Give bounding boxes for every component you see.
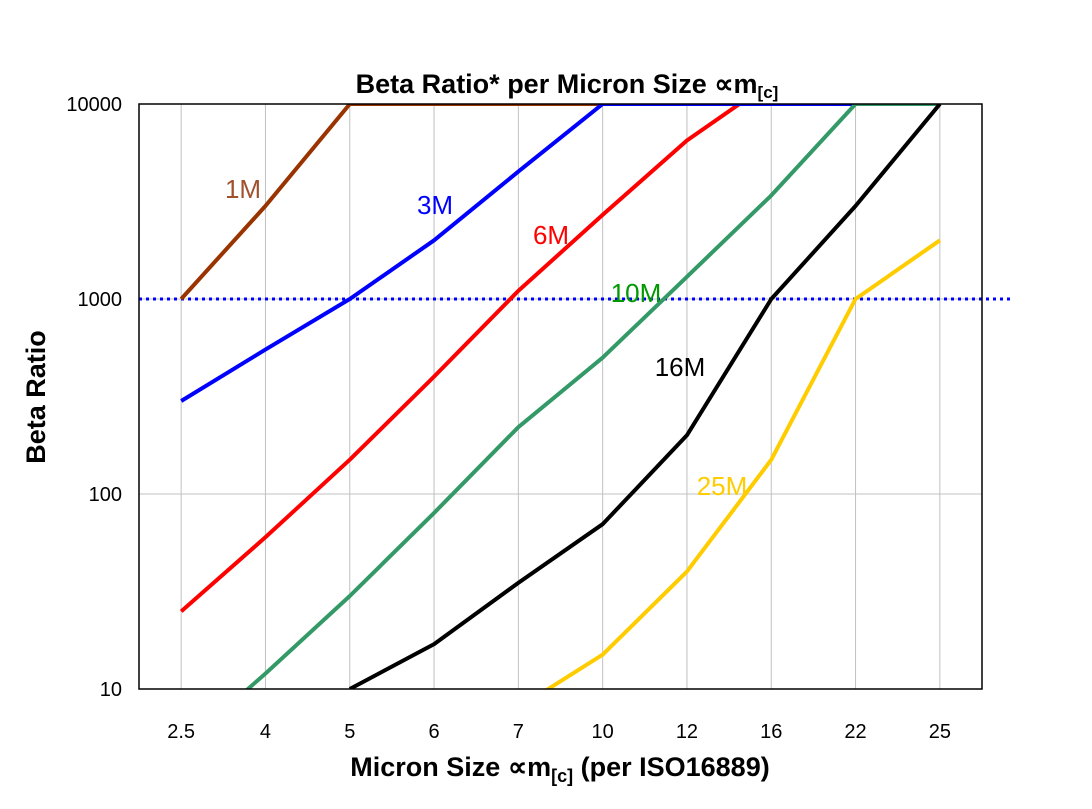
x-tick-label: 2.5 (167, 721, 195, 743)
x-tick-label: 25 (929, 721, 951, 743)
series-label-1M: 1M (225, 174, 261, 204)
plot-border (138, 103, 983, 690)
x-tick-labels: 2.5 4 5 6 7 10 12 16 22 25 (167, 721, 951, 743)
series-label-6M: 6M (533, 220, 569, 250)
x-tick-label: 7 (513, 721, 524, 743)
series-label-10M: 10M (611, 278, 662, 308)
x-tick-label: 10 (592, 721, 614, 743)
series-labels: 1M 6M 3M 10M 16M 25M (225, 174, 747, 501)
series-line-6M (179, 104, 743, 613)
x-tick-label: 5 (344, 721, 355, 743)
series-line-3M (180, 104, 940, 403)
x-tick-label: 22 (844, 721, 866, 743)
series-label-16M: 16M (655, 352, 706, 382)
series-line-25M (544, 238, 942, 689)
y-tick-label: 1000 (78, 289, 123, 311)
y-tick-label: 10000 (66, 94, 122, 116)
y-tick-label: 100 (89, 484, 122, 506)
x-tick-label: 4 (260, 721, 271, 743)
x-tick-label: 12 (676, 721, 698, 743)
x-tick-label: 6 (428, 721, 439, 743)
x-axis-title: Micron Size ∝m[c] (per ISO16889) (350, 752, 769, 786)
plot-area (139, 104, 982, 689)
series-line-16M (348, 104, 942, 689)
y-tick-labels: 10000 1000 100 10 (66, 94, 122, 701)
series-label-25M: 25M (697, 471, 748, 501)
series-label-3M: 3M (417, 190, 453, 220)
y-tick-label: 10 (100, 679, 122, 701)
chart-title: Beta Ratio* per Micron Size ∝m[c] (356, 69, 779, 102)
y-axis-title: Beta Ratio (21, 330, 51, 464)
series-line-10M (244, 104, 940, 689)
x-tick-label: 16 (760, 721, 782, 743)
series-group (179, 104, 942, 689)
series-line-1M (179, 104, 940, 301)
